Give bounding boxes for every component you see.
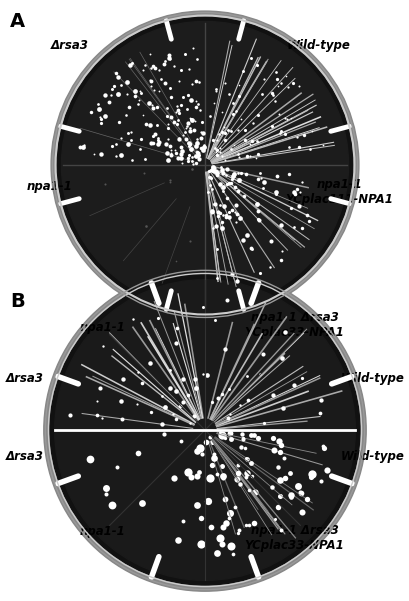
Circle shape bbox=[50, 275, 360, 585]
Text: Δrsa3: Δrsa3 bbox=[6, 450, 43, 463]
Circle shape bbox=[57, 17, 353, 313]
Text: npa1-1 Δrsa3
YCplac33-NPA1: npa1-1 Δrsa3 YCplac33-NPA1 bbox=[245, 311, 344, 338]
Circle shape bbox=[51, 11, 359, 319]
Text: Wild-type: Wild-type bbox=[340, 450, 404, 463]
Text: B: B bbox=[10, 292, 25, 311]
Text: Δrsa3: Δrsa3 bbox=[51, 38, 88, 52]
Text: npa1-1: npa1-1 bbox=[79, 321, 125, 334]
Text: npa1-1
YCplac111-NPA1: npa1-1 YCplac111-NPA1 bbox=[285, 178, 393, 206]
Circle shape bbox=[61, 22, 348, 308]
Circle shape bbox=[55, 279, 355, 581]
Text: Δrsa3: Δrsa3 bbox=[6, 372, 43, 385]
Text: A: A bbox=[10, 12, 25, 31]
Text: npa1-1: npa1-1 bbox=[79, 525, 125, 538]
Text: Wild-type: Wild-type bbox=[340, 372, 404, 385]
Text: npa1-1 Δrsa3
YCplac33-NPA1: npa1-1 Δrsa3 YCplac33-NPA1 bbox=[245, 524, 344, 552]
Text: npa1-1: npa1-1 bbox=[26, 180, 72, 193]
Circle shape bbox=[44, 269, 366, 591]
Text: Wild-type: Wild-type bbox=[287, 38, 351, 52]
